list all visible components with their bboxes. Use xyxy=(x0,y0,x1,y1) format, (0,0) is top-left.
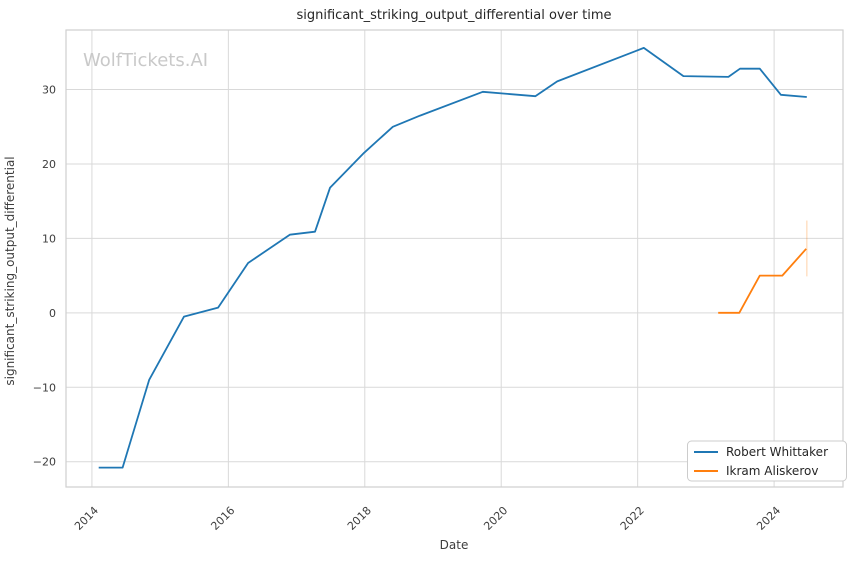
legend-box xyxy=(687,440,847,482)
y-axis-ticks: −20 −10 0 10 20 30 xyxy=(33,84,56,469)
x-tick-2024: 2024 xyxy=(754,504,783,533)
y-tick-30: 30 xyxy=(42,84,56,97)
y-tick-20: 20 xyxy=(42,158,56,171)
x-tick-2014: 2014 xyxy=(72,504,101,533)
y-tick--10: −10 xyxy=(33,381,56,394)
plot-border xyxy=(65,29,844,488)
y-tick--20: −20 xyxy=(33,456,56,469)
x-axis-label: Date xyxy=(440,538,469,552)
gridlines xyxy=(66,30,843,487)
y-axis-label: significant_striking_output_differential xyxy=(3,156,17,385)
legend: Robert Whittaker Ikram Aliskerov xyxy=(687,440,847,482)
x-tick-2020: 2020 xyxy=(481,504,510,533)
y-tick-10: 10 xyxy=(42,232,56,245)
series-lines xyxy=(98,47,807,469)
legend-label-robert-whittaker: Robert Whittaker xyxy=(726,445,828,459)
x-tick-2022: 2022 xyxy=(618,504,647,533)
y-tick-0: 0 xyxy=(49,307,56,320)
x-tick-2018: 2018 xyxy=(345,504,374,533)
watermark: WolfTickets.AI xyxy=(83,50,208,71)
chart-title: significant_striking_output_differential… xyxy=(297,8,612,23)
x-tick-2016: 2016 xyxy=(208,504,237,533)
series-line-robert-whittaker xyxy=(98,47,807,469)
x-axis-ticks: 2014 2016 2018 2020 2022 2024 xyxy=(72,504,783,533)
legend-label-ikram-aliskerov: Ikram Aliskerov xyxy=(726,464,818,478)
series-line-ikram-aliskerov xyxy=(718,248,807,314)
